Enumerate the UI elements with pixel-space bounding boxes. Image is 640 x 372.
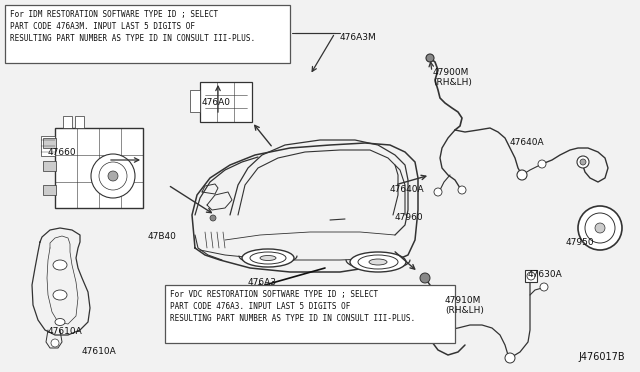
Text: 47B40: 47B40 — [148, 232, 177, 241]
Circle shape — [517, 170, 527, 180]
Ellipse shape — [358, 255, 398, 269]
Circle shape — [585, 213, 615, 243]
Circle shape — [108, 171, 118, 181]
Ellipse shape — [242, 249, 294, 267]
Text: 47900M
(RH&LH): 47900M (RH&LH) — [433, 68, 472, 87]
Circle shape — [458, 186, 466, 194]
Bar — [75, 116, 84, 128]
Ellipse shape — [55, 318, 65, 326]
Circle shape — [434, 188, 442, 196]
Text: 47640A: 47640A — [390, 185, 424, 194]
Text: 476A0: 476A0 — [202, 98, 231, 107]
Bar — [43, 161, 56, 171]
Bar — [41, 136, 55, 156]
Bar — [43, 138, 56, 148]
Circle shape — [595, 223, 605, 233]
Text: 47660: 47660 — [48, 148, 77, 157]
Text: 476A3M: 476A3M — [340, 33, 377, 42]
Bar — [200, 82, 252, 122]
Circle shape — [578, 206, 622, 250]
Ellipse shape — [53, 260, 67, 270]
Bar — [43, 185, 56, 195]
Circle shape — [577, 156, 589, 168]
Circle shape — [580, 159, 586, 165]
Bar — [525, 270, 537, 282]
Text: For IDM RESTORATION SOFTWARE TYPE ID ; SELECT
PART CODE 476A3M. INPUT LAST 5 DIG: For IDM RESTORATION SOFTWARE TYPE ID ; S… — [10, 10, 255, 43]
Ellipse shape — [250, 252, 286, 264]
Text: J476017B: J476017B — [579, 352, 625, 362]
Text: 476A3: 476A3 — [248, 278, 277, 287]
Circle shape — [91, 154, 135, 198]
Circle shape — [540, 283, 548, 291]
Text: 47950: 47950 — [566, 238, 595, 247]
Ellipse shape — [350, 252, 406, 272]
Text: 47610A: 47610A — [48, 327, 83, 336]
Circle shape — [99, 162, 127, 190]
Circle shape — [51, 339, 59, 347]
Bar — [63, 116, 72, 128]
Circle shape — [538, 160, 546, 168]
Bar — [5, 5, 290, 63]
Circle shape — [210, 215, 216, 221]
Bar — [190, 90, 200, 112]
Ellipse shape — [369, 259, 387, 265]
Bar — [55, 128, 143, 208]
Ellipse shape — [53, 290, 67, 300]
Circle shape — [420, 273, 430, 283]
Circle shape — [505, 353, 515, 363]
Circle shape — [426, 54, 434, 62]
Text: 47630A: 47630A — [528, 270, 563, 279]
Text: 47960: 47960 — [395, 213, 424, 222]
Text: 47610A: 47610A — [82, 347, 116, 356]
Text: 47640A: 47640A — [510, 138, 545, 147]
Ellipse shape — [260, 256, 276, 260]
Text: 47910M
(RH&LH): 47910M (RH&LH) — [445, 296, 484, 315]
Text: For VDC RESTORATION SOFTWARE TYPE ID ; SELECT
PART CODE 476A3. INPUT LAST 5 DIGI: For VDC RESTORATION SOFTWARE TYPE ID ; S… — [170, 290, 415, 323]
Bar — [165, 285, 455, 343]
Circle shape — [527, 272, 535, 280]
